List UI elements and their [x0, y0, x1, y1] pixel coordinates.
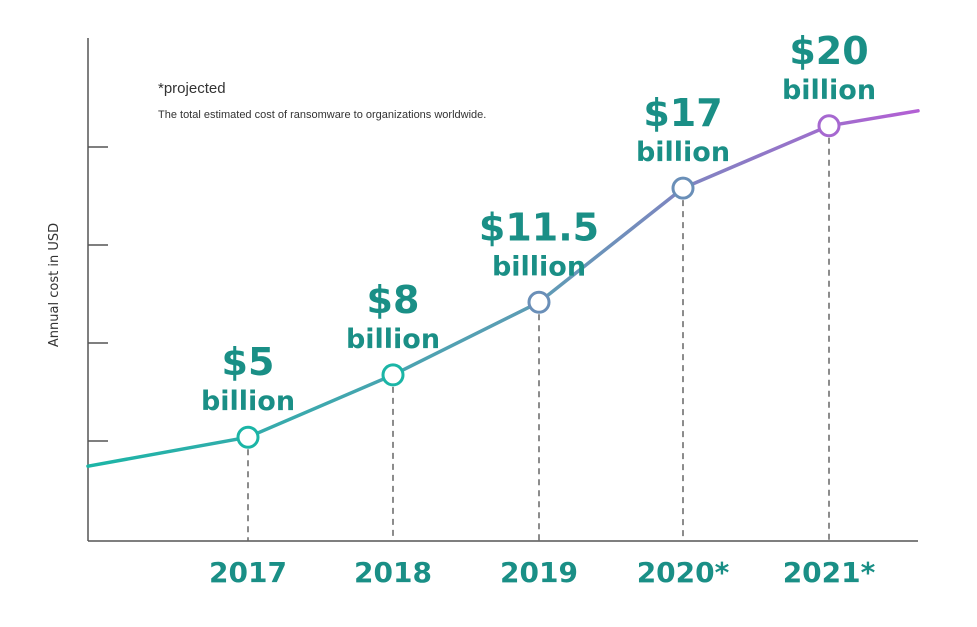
x-tick-label: 2019	[500, 556, 578, 589]
value-label-amount: $20	[789, 29, 868, 73]
data-point	[527, 290, 551, 314]
data-point	[381, 363, 405, 387]
data-point	[671, 176, 695, 200]
guide-lines	[247, 137, 830, 541]
value-label-amount: $5	[222, 340, 275, 384]
note-title: *projected	[158, 80, 226, 97]
value-label-unit: billion	[782, 75, 876, 106]
x-tick-labels: 2017 2018 2019 2020* 2021*	[209, 556, 876, 589]
value-label-unit: billion	[346, 324, 440, 355]
value-label-unit: billion	[492, 251, 586, 282]
value-label-amount: $11.5	[479, 205, 599, 249]
data-point	[236, 425, 260, 449]
y-axis-label: Annual cost in USD	[47, 223, 62, 347]
value-label-amount: $17	[643, 91, 722, 135]
note-description: The total estimated cost of ransomware t…	[158, 109, 486, 121]
data-points	[236, 114, 841, 449]
value-label-unit: billion	[636, 137, 730, 168]
x-tick-label: 2021*	[783, 556, 876, 589]
axes	[87, 38, 918, 542]
value-label-amount: $8	[367, 278, 420, 322]
x-tick-label: 2017	[209, 556, 287, 589]
x-tick-label: 2020*	[637, 556, 730, 589]
data-point	[817, 114, 841, 138]
value-label-unit: billion	[201, 386, 295, 417]
value-labels: $5billion$8billion$11.5billion$17billion…	[201, 29, 876, 417]
x-tick-label: 2018	[354, 556, 432, 589]
